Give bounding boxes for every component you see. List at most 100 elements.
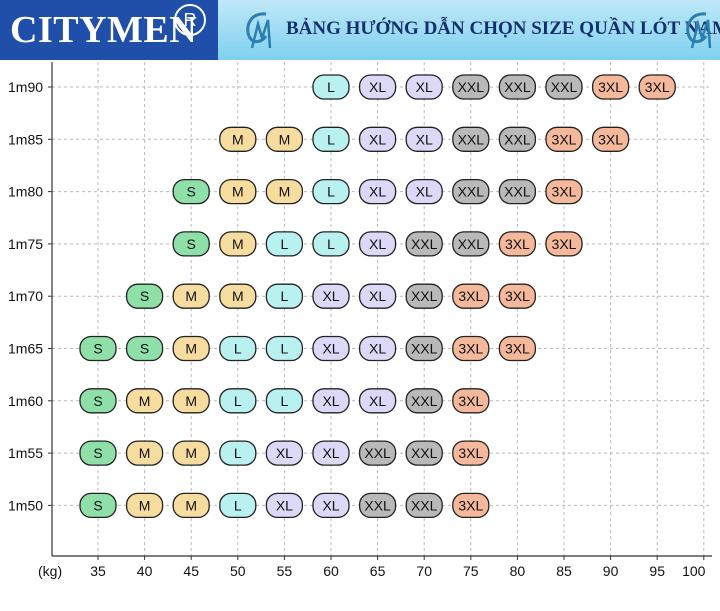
size-cell: XL bbox=[358, 283, 397, 309]
size-cell-label: XXL bbox=[411, 236, 438, 252]
size-cell-label: 3XL bbox=[598, 131, 623, 147]
size-cell: M bbox=[125, 440, 164, 466]
size-cell-badge bbox=[312, 178, 350, 205]
size-cell-badge bbox=[358, 388, 397, 414]
height-label: 1m70 bbox=[8, 288, 43, 304]
size-cell: M bbox=[265, 178, 304, 205]
size-cell: L bbox=[219, 335, 257, 362]
size-cell-label: XL bbox=[416, 131, 433, 147]
size-cell-label: L bbox=[281, 341, 289, 357]
size-cell: XL bbox=[405, 178, 443, 205]
size-cell-badge bbox=[172, 231, 210, 257]
size-cell-badge bbox=[358, 126, 397, 152]
size-cell-badge bbox=[79, 335, 117, 362]
size-cell-label: XL bbox=[416, 184, 433, 200]
chart-axes bbox=[51, 62, 712, 557]
size-cell-label: XL bbox=[369, 131, 386, 147]
size-cell: XXL bbox=[358, 492, 397, 519]
size-cell-badge bbox=[452, 126, 490, 152]
size-cell-label: XL bbox=[369, 79, 386, 95]
size-cell-badge bbox=[219, 335, 257, 362]
size-cell: L bbox=[265, 231, 304, 257]
size-cell-badge bbox=[358, 178, 397, 205]
size-cell-badge bbox=[405, 178, 443, 205]
size-cell-label: 3XL bbox=[458, 445, 483, 461]
size-cell-badge bbox=[498, 126, 537, 152]
size-cell-label: M bbox=[279, 184, 291, 200]
size-cell: L bbox=[312, 74, 350, 100]
size-cell-badge bbox=[405, 492, 443, 519]
header: CITYMEN R BẢNG HƯỚNG DẪN CHỌN SIZE QUẦN … bbox=[0, 0, 720, 60]
size-cell-label: 3XL bbox=[645, 79, 670, 95]
x-tick-label: 55 bbox=[277, 563, 293, 579]
size-cell-label: 3XL bbox=[458, 393, 483, 409]
size-cell-badge bbox=[405, 283, 443, 309]
size-cell: L bbox=[312, 231, 350, 257]
size-cell-badge bbox=[79, 388, 117, 414]
size-cell-badge bbox=[265, 335, 304, 362]
size-cell: M bbox=[125, 492, 164, 519]
size-cell: M bbox=[172, 335, 210, 362]
size-cell-badge bbox=[172, 440, 210, 466]
size-cell: M bbox=[219, 126, 257, 152]
size-cell-label: S bbox=[140, 288, 149, 304]
brand-banner: CITYMEN R bbox=[0, 0, 218, 60]
size-cell: L bbox=[219, 492, 257, 519]
size-cell-badge bbox=[125, 492, 164, 519]
size-cell-label: 3XL bbox=[598, 79, 623, 95]
size-cell-label: L bbox=[234, 497, 242, 513]
size-cell-badge bbox=[405, 388, 443, 414]
size-cell-badge bbox=[358, 492, 397, 519]
size-cell-badge bbox=[358, 283, 397, 309]
x-tick-label: 85 bbox=[556, 563, 572, 579]
size-cell-label: XXL bbox=[411, 288, 438, 304]
x-tick-label: 60 bbox=[323, 563, 339, 579]
height-label: 1m65 bbox=[8, 341, 43, 357]
size-cell: L bbox=[219, 440, 257, 466]
size-cell: M bbox=[219, 178, 257, 205]
size-cell-badge bbox=[172, 492, 210, 519]
size-cell: 3XL bbox=[452, 388, 490, 414]
size-cell-label: M bbox=[232, 288, 244, 304]
size-cell-label: 3XL bbox=[458, 497, 483, 513]
size-cell-badge bbox=[265, 231, 304, 257]
size-cell: XL bbox=[265, 440, 304, 466]
size-cell-badge bbox=[312, 335, 350, 362]
size-cell-label: M bbox=[232, 236, 244, 252]
height-label: 1m90 bbox=[8, 79, 43, 95]
height-label: 1m60 bbox=[8, 393, 43, 409]
x-tick-label: 50 bbox=[230, 563, 246, 579]
size-cell-label: XL bbox=[322, 341, 339, 357]
size-cell: M bbox=[172, 440, 210, 466]
size-chart-svg: 1m90 1m85 1m80 1m75 1m70 1m65 1m60 1m55 1m50 (kg… bbox=[8, 62, 712, 579]
size-cell: M bbox=[172, 492, 210, 519]
size-cell-badge bbox=[405, 231, 443, 257]
size-cell: S bbox=[125, 283, 164, 309]
size-cell-badge bbox=[219, 178, 257, 205]
size-cell-label: XXL bbox=[458, 184, 485, 200]
size-cell-badge bbox=[405, 74, 443, 100]
size-cell-label: XXL bbox=[458, 79, 485, 95]
x-tick-label: 75 bbox=[463, 563, 479, 579]
size-cell-label: 3XL bbox=[505, 236, 530, 252]
size-cell: 3XL bbox=[591, 74, 630, 100]
size-cell-badge bbox=[219, 388, 257, 414]
size-cell-label: XXL bbox=[504, 79, 531, 95]
size-cell-badge bbox=[545, 178, 583, 205]
size-cell: XL bbox=[312, 492, 350, 519]
size-cell-label: M bbox=[185, 497, 197, 513]
size-cell-label: M bbox=[185, 288, 197, 304]
size-cell: 3XL bbox=[638, 74, 676, 100]
height-label: 1m85 bbox=[8, 131, 43, 147]
size-cell: 3XL bbox=[545, 126, 583, 152]
size-cell-badge bbox=[358, 231, 397, 257]
size-cell-label: L bbox=[327, 131, 335, 147]
size-cell-label: S bbox=[140, 341, 149, 357]
x-axis-unit-label: (kg) bbox=[38, 563, 62, 579]
size-cell-badge bbox=[125, 388, 164, 414]
size-cell-label: M bbox=[185, 393, 197, 409]
size-cell-badge bbox=[172, 335, 210, 362]
size-cell-label: XXL bbox=[411, 341, 438, 357]
size-cell: S bbox=[172, 178, 210, 205]
size-cell-label: M bbox=[139, 393, 151, 409]
